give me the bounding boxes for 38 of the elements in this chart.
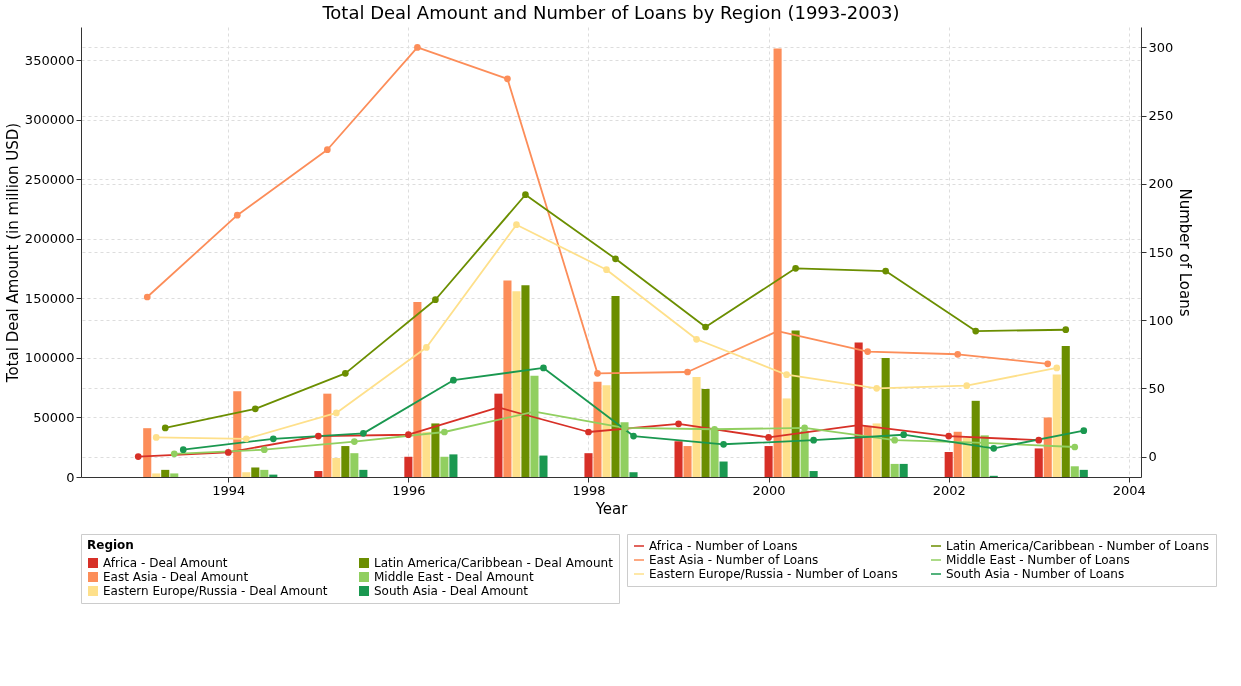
- legend-label: Eastern Europe/Russia - Deal Amount: [103, 584, 328, 598]
- y-tick-label: 300000: [24, 112, 75, 128]
- x-tick-label: 2002: [932, 482, 966, 498]
- y2-tick-label: 200: [1148, 176, 1174, 192]
- legend-label: South Asia - Number of Loans: [946, 567, 1125, 581]
- y-tick-label: 100000: [24, 350, 75, 366]
- y2-tick-label: 50: [1148, 380, 1166, 396]
- x-axis-title: Year: [594, 499, 629, 518]
- y2-tick-label: 150: [1148, 244, 1174, 260]
- y2-tick-label: 100: [1148, 312, 1174, 328]
- y-tick-label: 350000: [24, 52, 75, 68]
- y2-tick-label: 300: [1148, 39, 1174, 55]
- legend-label: East Asia - Number of Loans: [649, 553, 819, 567]
- y-tick-label: 50000: [33, 409, 75, 425]
- chart-title: Total Deal Amount and Number of Loans by Region (1993-2003): [321, 2, 900, 23]
- x-tick-label: 2004: [1112, 482, 1146, 498]
- legend-label: Eastern Europe/Russia - Number of Loans: [649, 567, 898, 581]
- y-tick-label: 200000: [24, 231, 75, 247]
- y2-axis-title: Number of Loans: [1176, 188, 1195, 317]
- y-tick-label: 250000: [24, 171, 75, 187]
- legend-label: Middle East - Deal Amount: [374, 570, 534, 584]
- x-tick-label: 1998: [572, 482, 606, 498]
- legend-label: East Asia - Deal Amount: [103, 570, 249, 584]
- x-tick-label: 2000: [752, 482, 786, 498]
- legend-title: Region: [87, 538, 134, 552]
- legend-label: Africa - Deal Amount: [103, 556, 228, 570]
- legend-label: Middle East - Number of Loans: [946, 553, 1130, 567]
- legend-label: South Asia - Deal Amount: [374, 584, 529, 598]
- legend-label: Africa - Number of Loans: [649, 539, 798, 553]
- legend-label: Latin America/Caribbean - Number of Loans: [946, 539, 1210, 553]
- y2-tick-label: 250: [1148, 108, 1174, 124]
- y-tick-label: 150000: [24, 290, 75, 306]
- x-tick-label: 1994: [212, 482, 246, 498]
- y-axis-title: Total Deal Amount (in million USD): [3, 122, 22, 384]
- x-tick-label: 1996: [392, 482, 426, 498]
- y-tick-label: 0: [66, 469, 75, 485]
- y2-tick-label: 0: [1148, 449, 1157, 465]
- legend-label: Latin America/Caribbean - Deal Amount: [374, 556, 614, 570]
